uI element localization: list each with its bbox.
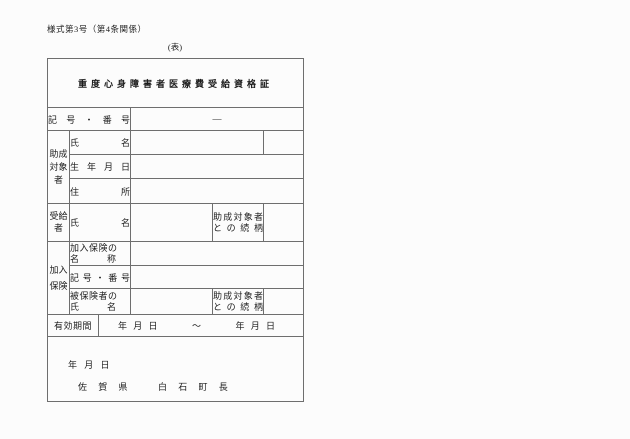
insured-name-value-cell	[130, 288, 213, 315]
issue-row: 年 月 日 佐 賀 県 白 石 町 長	[47, 336, 304, 402]
insured-name-row: 被保険者の 氏名 助成対象者 との続柄	[48, 288, 304, 315]
insurance-name-label: 加入保険の 名称	[69, 241, 131, 266]
validity-label: 有効期間	[49, 315, 99, 336]
beneficiary-name-label: 氏名	[69, 203, 131, 242]
beneficiary-relation-label-line1: 助成対象者	[213, 212, 263, 222]
certificate-form-table: 重度心身障害者医療費受給資格証 記号・番号 — 助成対象者 氏名 生年月日 住所…	[47, 58, 304, 402]
aid-birth-value-cell	[130, 154, 304, 179]
insurance-name-label-line1: 加入保険の	[70, 242, 118, 253]
aid-section-vertical-label: 助成対象者	[47, 130, 70, 204]
insured-name-label-line1: 被保険者の	[70, 290, 118, 301]
insurance-name-label-line2: 名称	[70, 253, 117, 264]
aid-address-label: 住所	[69, 178, 131, 204]
symbol-number-label: 記号・番号	[47, 107, 131, 131]
issuer-line: 佐 賀 県 白 石 町 長	[78, 380, 303, 393]
aid-name-row: 助成対象者 氏名	[47, 130, 304, 204]
beneficiary-name-row: 受給者 氏名 助成対象者 との続柄	[47, 203, 304, 242]
insurance-name-value-cell	[130, 241, 304, 266]
beneficiary-relation-label-line2: との続柄	[213, 222, 263, 233]
insured-name-label: 被保険者の 氏名	[69, 288, 131, 315]
beneficiary-relation-value-cell	[263, 203, 304, 242]
aid-address-value-cell	[130, 178, 304, 204]
issuer-mayor-title: 白 石 町 長	[158, 382, 233, 392]
insurance-symbol-label: 記号・番号	[69, 265, 131, 289]
aid-birth-label: 生年月日	[69, 154, 131, 179]
validity-row: 有効期間 年 月 日 ～ 年 月 日	[47, 314, 304, 337]
aid-name-label: 氏名	[69, 130, 131, 155]
beneficiary-section-vertical-label: 受給者	[47, 203, 70, 242]
validity-period-row: 有効期間 年 月 日 ～ 年 月 日	[49, 315, 303, 336]
symbol-number-value: —	[130, 107, 304, 131]
aid-name-seal-cell	[263, 130, 304, 155]
form-title: 重度心身障害者医療費受給資格証	[47, 58, 304, 108]
insurance-symbol-row: 記号・番号	[48, 265, 304, 289]
insured-relation-value-cell	[263, 288, 304, 315]
insurance-section-vertical-label: 加入保険	[47, 241, 70, 315]
beneficiary-name-value-cell	[130, 203, 213, 242]
validity-tilde: ～	[191, 321, 203, 331]
aid-name-value-cell	[130, 130, 264, 155]
issuer-prefecture: 佐 賀 県	[78, 382, 133, 392]
validity-value: 年 月 日 ～ 年 月 日	[99, 316, 303, 336]
validity-end-placeholder: 年 月 日	[235, 321, 277, 331]
insured-relation-label-line1: 助成対象者	[213, 291, 263, 301]
issue-date-placeholder: 年 月 日	[68, 360, 113, 370]
title-row: 重度心身障害者医療費受給資格証	[47, 58, 304, 108]
insurance-name-row: 加入保険 加入保険の 名称	[47, 241, 304, 315]
insured-relation-label: 助成対象者 との続柄	[212, 288, 264, 315]
form-number-label: 様式第3号（第4条関係）	[47, 24, 147, 34]
beneficiary-relation-label: 助成対象者 との続柄	[212, 203, 264, 242]
aid-birth-row: 生年月日	[48, 154, 304, 179]
insured-relation-label-line2: との続柄	[213, 301, 263, 312]
aid-address-row: 住所	[48, 178, 304, 204]
symbol-number-row: 記号・番号 —	[47, 107, 304, 131]
front-side-label: (表)	[167, 42, 183, 52]
insured-name-label-line2: 氏名	[70, 301, 117, 312]
validity-start-placeholder: 年 月 日	[118, 321, 160, 331]
insurance-symbol-value-cell	[130, 265, 304, 289]
